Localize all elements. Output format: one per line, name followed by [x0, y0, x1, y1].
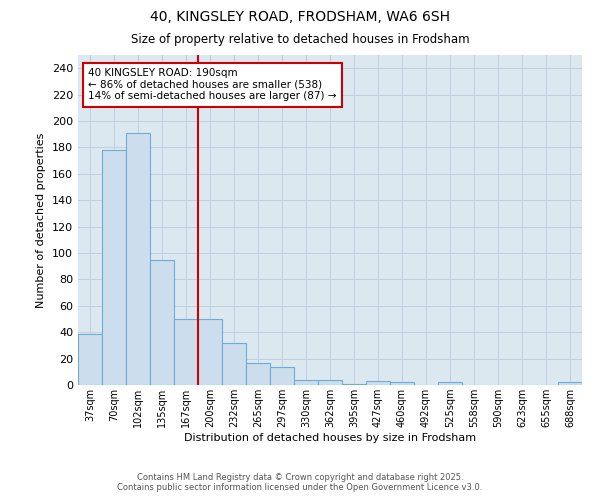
- Text: 40 KINGSLEY ROAD: 190sqm
← 86% of detached houses are smaller (538)
14% of semi-: 40 KINGSLEY ROAD: 190sqm ← 86% of detach…: [88, 68, 337, 102]
- Bar: [438, 382, 462, 385]
- Bar: [78, 334, 102, 385]
- Text: Size of property relative to detached houses in Frodsham: Size of property relative to detached ho…: [131, 32, 469, 46]
- Bar: [102, 150, 126, 385]
- Text: 40, KINGSLEY ROAD, FRODSHAM, WA6 6SH: 40, KINGSLEY ROAD, FRODSHAM, WA6 6SH: [150, 10, 450, 24]
- Bar: [318, 380, 342, 385]
- Text: Contains HM Land Registry data © Crown copyright and database right 2025.
Contai: Contains HM Land Registry data © Crown c…: [118, 473, 482, 492]
- Bar: [390, 382, 414, 385]
- Bar: [150, 260, 174, 385]
- Bar: [198, 319, 222, 385]
- X-axis label: Distribution of detached houses by size in Frodsham: Distribution of detached houses by size …: [184, 433, 476, 443]
- Bar: [366, 381, 390, 385]
- Bar: [558, 382, 582, 385]
- Bar: [246, 362, 270, 385]
- Bar: [294, 380, 318, 385]
- Bar: [174, 319, 198, 385]
- Y-axis label: Number of detached properties: Number of detached properties: [37, 132, 46, 308]
- Bar: [342, 384, 366, 385]
- Bar: [126, 133, 150, 385]
- Bar: [270, 366, 294, 385]
- Bar: [222, 343, 246, 385]
